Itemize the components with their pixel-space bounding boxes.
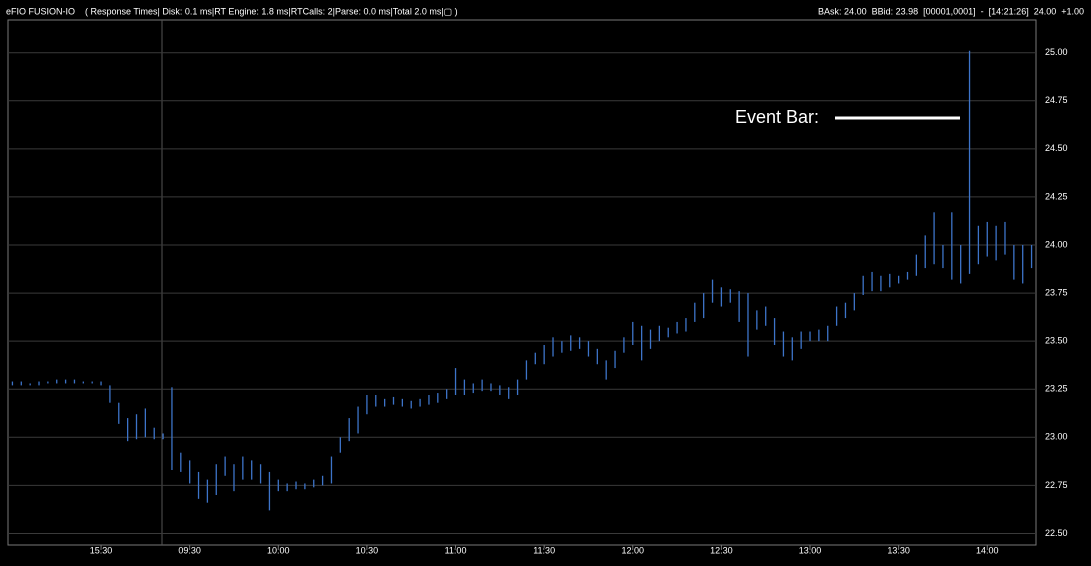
x-tick-label: 15:30 xyxy=(90,545,113,555)
x-tick-label: 13:30 xyxy=(887,545,910,555)
x-tick-label: 11:30 xyxy=(533,545,555,555)
y-tick-label: 23.75 xyxy=(1045,287,1068,297)
header-right: BAsk: 24.00 BBid: 23.98 [00001,0001] - [… xyxy=(818,6,1084,16)
x-tick-label: 10:00 xyxy=(267,545,290,555)
plot-frame xyxy=(7,19,1037,546)
x-tick-label: 09:30 xyxy=(178,545,201,555)
y-tick-label: 24.00 xyxy=(1045,239,1068,249)
x-tick-label: 11:00 xyxy=(445,545,467,555)
x-tick-label: 10:30 xyxy=(356,545,379,555)
y-tick-label: 24.25 xyxy=(1045,191,1068,201)
header-left: eFIO FUSION-IO ( Response Times| Disk: 0… xyxy=(6,6,458,16)
y-tick-label: 22.75 xyxy=(1045,480,1068,490)
y-tick-label: 25.00 xyxy=(1045,47,1068,57)
y-tick-label: 23.00 xyxy=(1045,432,1068,442)
y-tick-label: 24.50 xyxy=(1045,143,1068,153)
x-tick-label: 12:00 xyxy=(622,545,645,555)
y-tick-label: 24.75 xyxy=(1045,95,1068,105)
y-tick-label: 22.50 xyxy=(1045,528,1068,538)
x-tick-label: 14:00 xyxy=(976,545,999,555)
annotation: Event Bar: xyxy=(735,107,819,127)
y-tick-label: 23.25 xyxy=(1045,384,1068,394)
x-tick-label: 12:30 xyxy=(710,545,733,555)
y-tick-label: 23.50 xyxy=(1045,336,1068,346)
x-tick-label: 13:00 xyxy=(799,545,822,555)
